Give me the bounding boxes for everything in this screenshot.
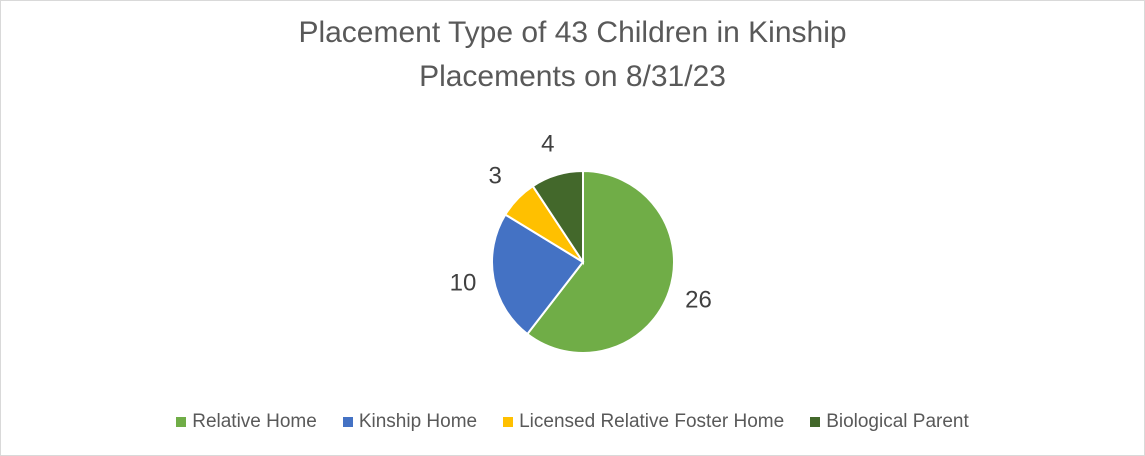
legend-item: Biological Parent [810, 411, 969, 433]
chart-title: Placement Type of 43 Children in Kinship… [298, 16, 847, 93]
legend-swatch [503, 417, 514, 427]
pie-slice [491, 213, 585, 336]
legend-item: Relative Home [176, 411, 317, 433]
pie-slice [525, 169, 675, 354]
legend-label: Licensed Relative Foster Home [519, 411, 785, 432]
legend-label: Relative Home [192, 411, 317, 432]
data-label: 3 [488, 163, 501, 190]
legend-label: Biological Parent [826, 411, 969, 432]
pie-slice [531, 169, 584, 266]
legend-item: Kinship Home [342, 411, 478, 433]
legend-swatch [176, 417, 187, 427]
data-label: 26 [685, 287, 712, 314]
legend-label: Kinship Home [358, 411, 478, 432]
data-label: 4 [541, 131, 554, 158]
legend-swatch [810, 417, 821, 427]
legend-swatch [342, 417, 353, 427]
legend-item: Licensed Relative Foster Home [503, 411, 784, 433]
data-label: 10 [450, 270, 477, 297]
legend: Relative Home Kinship Home Licensed Relati… [1, 411, 1144, 433]
